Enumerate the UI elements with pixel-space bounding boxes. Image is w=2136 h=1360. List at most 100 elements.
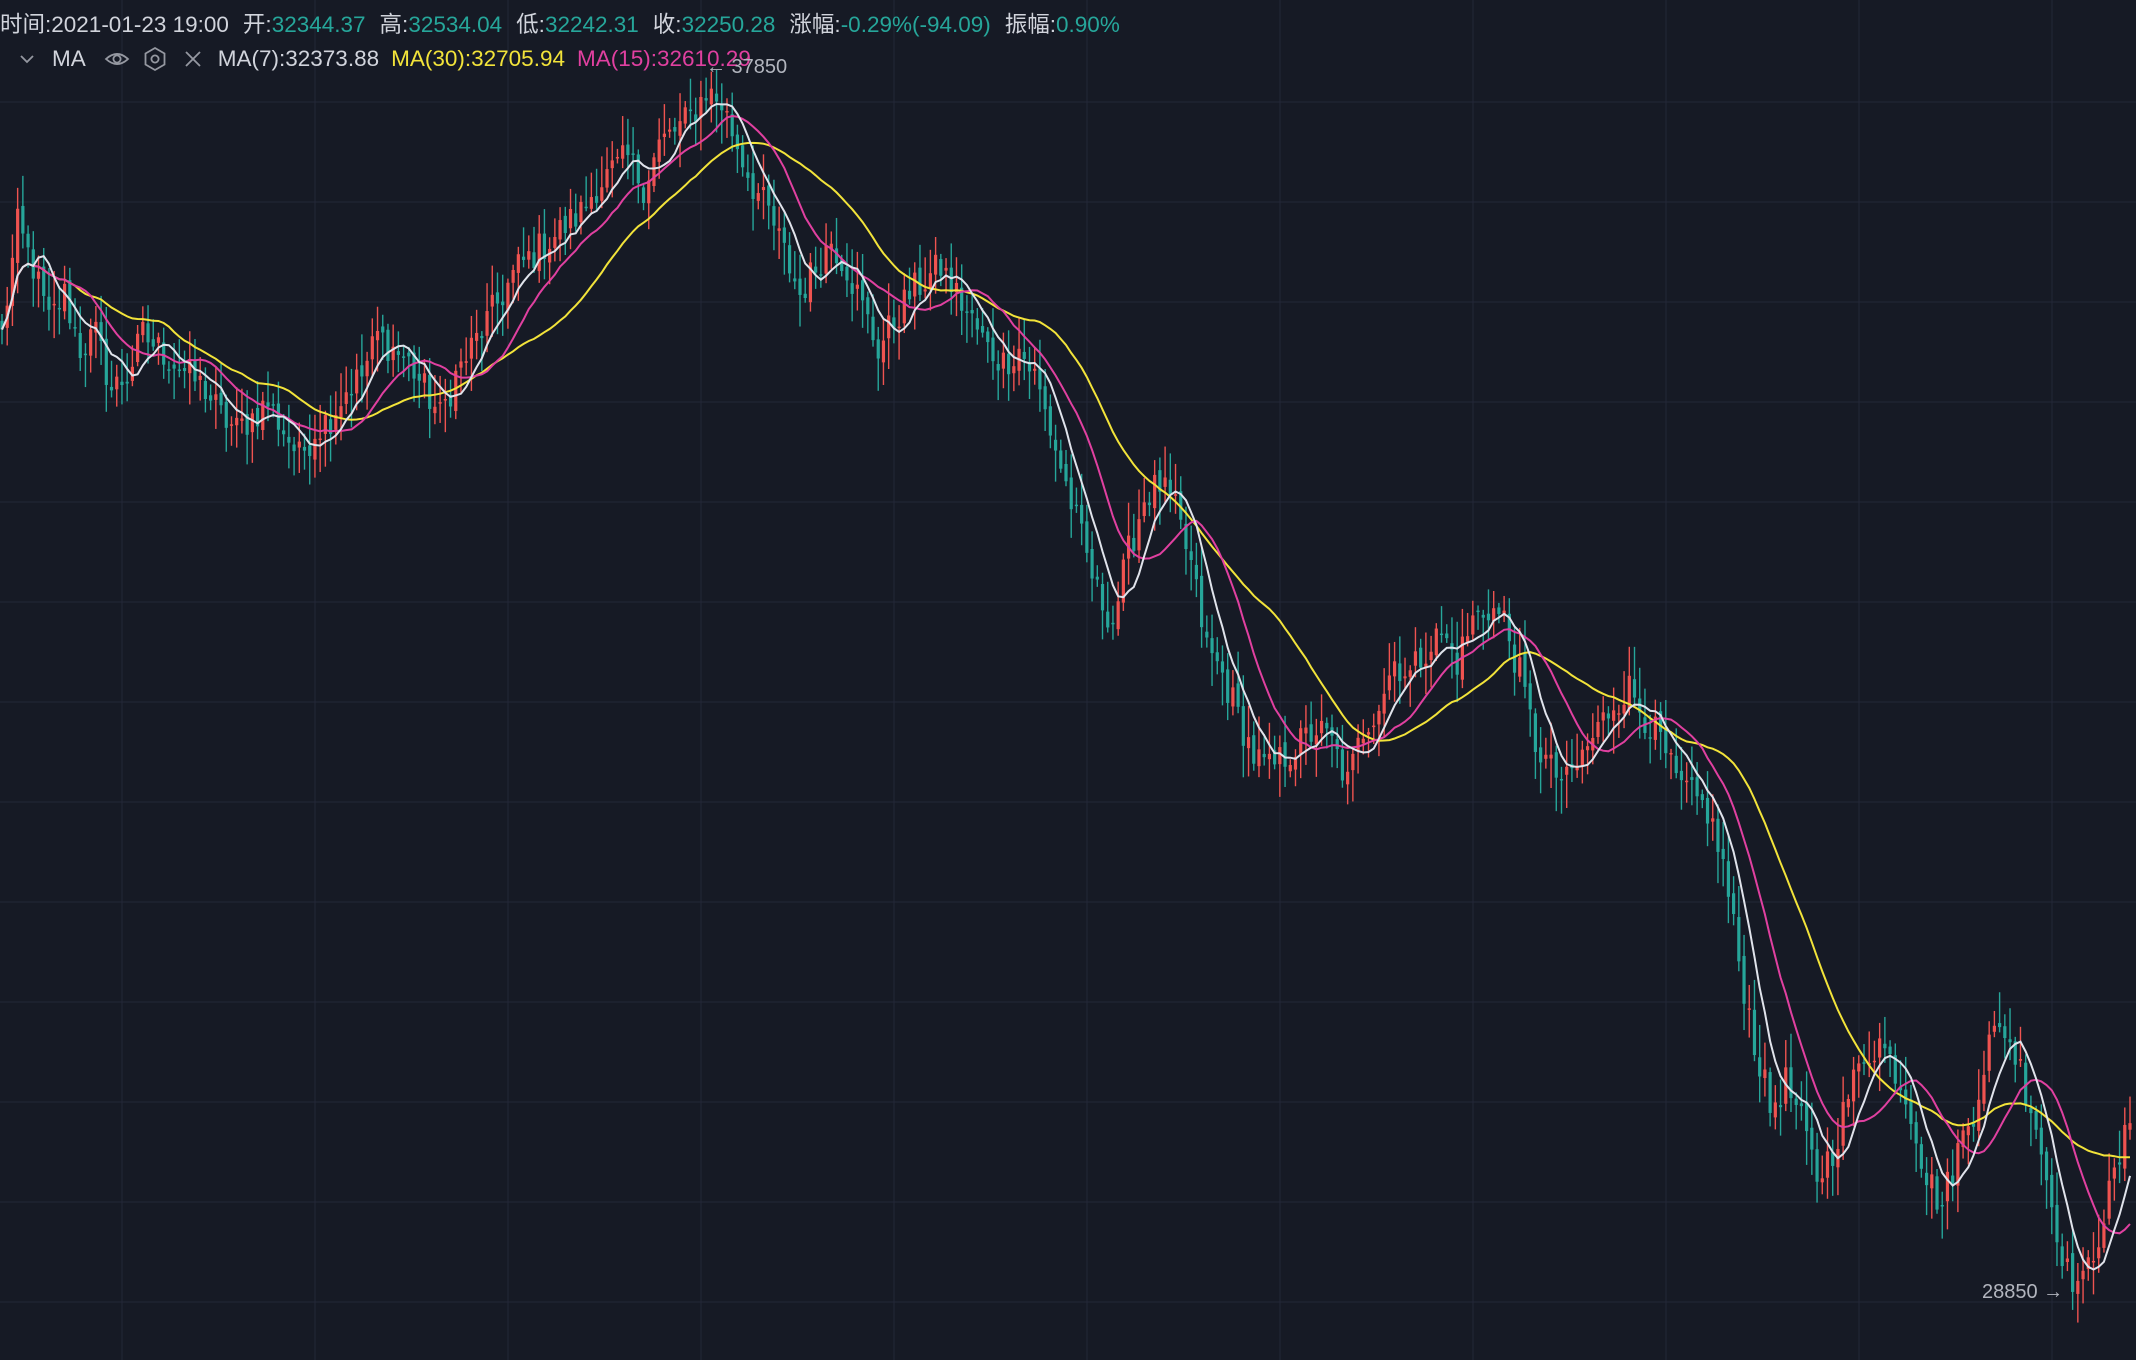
candle-body <box>1674 755 1678 774</box>
candle-body <box>605 169 609 188</box>
candle-body <box>1340 749 1345 781</box>
candle-body <box>198 375 202 380</box>
candle-body <box>490 294 494 307</box>
candle-body <box>443 399 447 401</box>
candle-body <box>1366 732 1371 735</box>
candle-body <box>1466 636 1470 642</box>
candle-body <box>402 356 406 358</box>
ma-lines <box>1 102 2131 1271</box>
eye-icon[interactable] <box>104 46 130 72</box>
candle-body <box>1351 753 1355 771</box>
candle-body <box>1450 643 1454 650</box>
candle-body <box>725 111 729 113</box>
candle-body <box>146 323 150 343</box>
close-icon[interactable] <box>180 46 206 72</box>
candle-body <box>255 407 260 427</box>
ma30-line <box>1 141 2131 1159</box>
candle-body <box>980 326 985 333</box>
candle-body <box>1283 742 1287 767</box>
candle-body <box>991 337 995 362</box>
time-field: 时间:2021-01-23 19:00 <box>0 12 229 37</box>
candle-body <box>1111 622 1115 625</box>
candle-body <box>1288 765 1292 772</box>
candle-body <box>1424 663 1428 668</box>
candle-body <box>386 329 390 361</box>
candle-body <box>558 220 562 240</box>
candle-body <box>678 121 682 136</box>
candle-body <box>266 402 270 407</box>
candle-body <box>787 245 792 274</box>
candle-body <box>1492 608 1496 622</box>
change-value: -0.29%(-94.09) <box>840 12 991 37</box>
candle-body <box>156 337 161 343</box>
candle-body <box>1481 614 1485 618</box>
candle-body <box>1612 710 1616 721</box>
high-field: 高:32534.04 <box>379 12 503 37</box>
candle-body <box>954 282 959 293</box>
open-value: 32344.37 <box>271 12 366 37</box>
candle-body <box>1090 549 1094 579</box>
candle-body <box>214 394 218 400</box>
candle-body <box>735 134 740 150</box>
candle-body <box>1314 735 1318 745</box>
candle-body <box>871 316 875 341</box>
candle-body <box>1904 1089 1908 1105</box>
candle-body <box>1888 1046 1892 1055</box>
candle-body <box>2071 1253 2075 1292</box>
candle-body <box>26 233 30 248</box>
candle-body <box>370 336 374 360</box>
candle-body <box>2081 1270 2085 1280</box>
candle-body <box>73 327 77 329</box>
candle-body <box>2029 1107 2033 1114</box>
candle-body <box>814 266 818 273</box>
candle-body <box>1601 712 1605 721</box>
candle-body <box>1507 613 1511 642</box>
candle-body <box>683 107 687 124</box>
chevron-down-icon[interactable] <box>14 46 40 72</box>
candle-body <box>636 154 640 184</box>
candle-body <box>751 173 755 199</box>
candle-body <box>845 266 849 281</box>
candle-body <box>1215 652 1219 662</box>
candle-body <box>1966 1126 1970 1136</box>
candle-body <box>527 251 531 260</box>
candle-body <box>1267 753 1272 760</box>
candle-body <box>501 301 505 306</box>
candle-body <box>1711 818 1715 822</box>
candle-body <box>1851 1069 1856 1102</box>
candle-body <box>261 400 265 431</box>
candle-body <box>902 289 906 324</box>
low-field: 低:32242.31 <box>516 12 639 37</box>
candle-body <box>2034 1111 2038 1130</box>
indicator-legend: MA MA(7):32373.88 MA(30):32705.94 MA(15)… <box>14 42 763 76</box>
candle-body <box>1528 683 1532 710</box>
candle-body <box>1580 749 1584 766</box>
candle-body <box>62 283 67 312</box>
candle-body <box>1445 633 1449 639</box>
candle-body <box>120 381 124 386</box>
candle-body <box>375 330 380 341</box>
gear-icon[interactable] <box>142 46 168 72</box>
candle-body <box>224 401 228 428</box>
candle-body <box>907 290 912 300</box>
candle-body <box>2044 1151 2049 1181</box>
candle-body <box>1184 523 1188 550</box>
candle-body <box>934 254 938 275</box>
candle-body <box>1080 504 1084 524</box>
candle-body <box>553 236 557 248</box>
candle-body <box>1909 1099 1913 1124</box>
candle-body <box>219 392 223 406</box>
candle-body <box>1878 1038 1882 1058</box>
candle-body <box>1690 777 1694 780</box>
candle-body <box>1236 683 1240 707</box>
candle-body <box>1392 661 1397 677</box>
candle-body <box>1377 710 1381 725</box>
candle-body <box>641 187 646 203</box>
candle-body <box>136 333 140 363</box>
candle-body <box>1658 711 1663 732</box>
ma15-line <box>1 114 2131 1235</box>
candle-body <box>1951 1175 1955 1185</box>
candle-body <box>297 441 301 448</box>
amplitude-field: 振幅:0.90% <box>1004 12 1120 37</box>
